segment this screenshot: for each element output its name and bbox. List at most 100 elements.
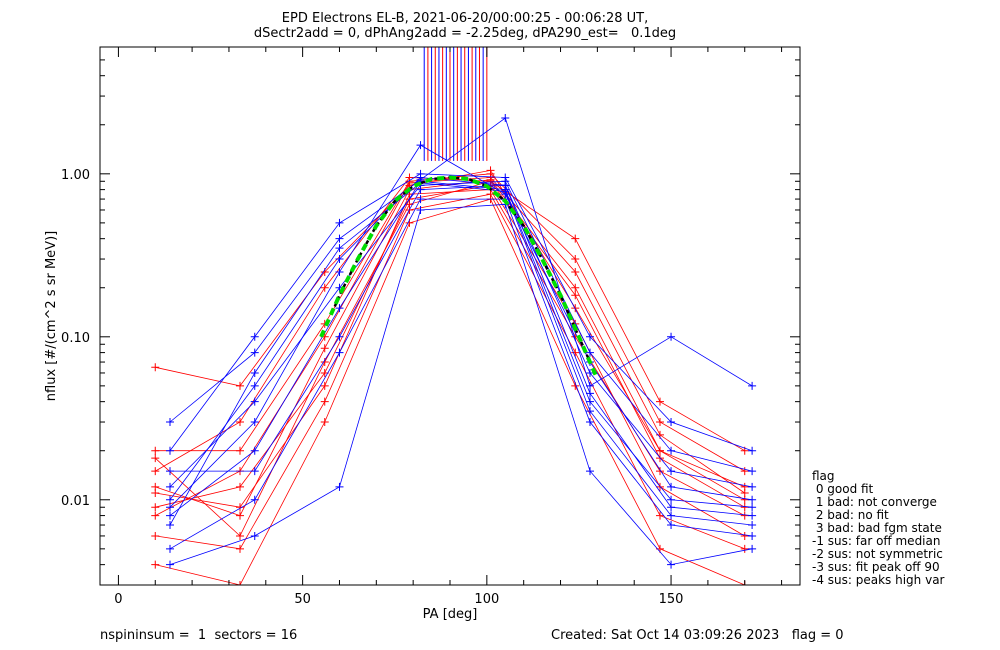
- data-point-marker: [571, 234, 580, 243]
- legend-entry: -3 sus: fit peak off 90: [812, 560, 940, 574]
- data-point-marker: [748, 544, 757, 553]
- legend-entry: 0 good fit: [812, 482, 874, 496]
- data-point-marker: [748, 495, 757, 504]
- data-point-marker: [236, 581, 244, 585]
- y-tick-label: 0.10: [61, 331, 90, 346]
- data-point-marker: [250, 332, 259, 341]
- data-point-marker: [250, 467, 259, 476]
- data-point-marker: [166, 521, 174, 530]
- series-line: [155, 180, 745, 537]
- data-point-marker: [335, 332, 344, 341]
- data-point-marker: [236, 381, 244, 390]
- x-axis-label: PA [deg]: [423, 607, 478, 622]
- data-point-marker: [416, 195, 425, 204]
- data-point-marker: [320, 418, 329, 427]
- data-point-marker: [236, 482, 244, 491]
- data-point-marker: [740, 467, 749, 476]
- series-line: [169, 203, 753, 566]
- data-point-marker: [571, 348, 580, 357]
- series-line: [170, 184, 753, 516]
- data-point-marker: [667, 503, 676, 512]
- data-point-marker: [335, 244, 344, 253]
- series-line: [169, 182, 753, 526]
- data-point-marker: [335, 234, 344, 243]
- data-point-marker: [151, 511, 160, 520]
- data-point-marker: [586, 407, 594, 416]
- data-point-marker: [571, 291, 580, 300]
- data-point-marker: [250, 397, 259, 406]
- data-point-marker: [166, 560, 174, 569]
- data-point-marker: [748, 467, 757, 476]
- data-point-marker: [501, 114, 510, 123]
- series-line: [155, 198, 745, 585]
- data-point-marker: [236, 531, 244, 540]
- legend-entry: -4 sus: peaks high var: [812, 573, 945, 587]
- legend-entry: 2 bad: no fit: [812, 508, 889, 522]
- legend-entry: flag: [812, 469, 835, 483]
- series-line: [155, 189, 745, 516]
- series-line: [169, 180, 753, 488]
- data-point-marker: [586, 348, 594, 357]
- data-point-marker: [740, 489, 749, 498]
- data-point-marker: [416, 141, 425, 150]
- chart-subtitle: dSectr2add = 0, dPhAng2add = -2.25deg, d…: [253, 26, 677, 41]
- data-point-marker: [740, 503, 749, 512]
- data-point-marker: [335, 255, 344, 264]
- data-point-marker: [416, 185, 425, 194]
- data-point-marker: [335, 482, 344, 491]
- data-layer: [151, 47, 757, 585]
- series-line: [169, 173, 753, 452]
- data-point-marker: [748, 521, 757, 530]
- data-point-marker: [320, 283, 329, 292]
- data-point-marker: [166, 503, 174, 512]
- data-point-marker: [740, 511, 749, 520]
- black-overlay-curve: [330, 176, 592, 363]
- flag-legend: flag 0 good fit 1 bad: not converge 2 ba…: [812, 470, 944, 587]
- data-point-marker: [586, 467, 594, 476]
- y-tick-label: 1.00: [61, 168, 90, 183]
- data-point-marker: [667, 495, 676, 504]
- x-tick-label: 150: [659, 592, 684, 607]
- legend-entry: -1 sus: far off median: [812, 534, 941, 548]
- data-point-marker: [236, 503, 244, 512]
- data-point-marker: [151, 503, 160, 512]
- axis-layer: 0 50 100 150 0.01 1.00 0.10: [61, 46, 800, 607]
- data-point-marker: [151, 363, 160, 372]
- x-tick-label: 100: [474, 592, 499, 607]
- data-point-marker: [748, 446, 757, 455]
- data-point-marker: [250, 495, 259, 504]
- series-line: [155, 179, 745, 517]
- series-line: [155, 193, 745, 550]
- data-point-marker: [236, 446, 244, 455]
- series-line: [169, 198, 753, 550]
- data-point-marker: [250, 381, 259, 390]
- data-point-marker: [236, 418, 244, 427]
- data-point-marker: [166, 467, 174, 476]
- legend-entry: -2 sus: not symmetric: [812, 547, 943, 561]
- data-point-marker: [501, 187, 510, 196]
- data-point-marker: [656, 511, 664, 520]
- data-point-marker: [748, 503, 757, 512]
- data-point-marker: [166, 446, 174, 455]
- series-line: [169, 177, 753, 501]
- data-point-marker: [151, 446, 160, 455]
- data-point-marker: [656, 446, 664, 455]
- data-point-marker: [748, 482, 757, 491]
- series-line: [169, 117, 753, 423]
- data-point-marker: [250, 348, 259, 357]
- data-point-marker: [151, 467, 160, 476]
- y-axis-label: nflux [#/(cm^2 s sr MeV)]: [44, 231, 59, 401]
- x-tick-label: 0: [114, 592, 122, 607]
- data-point-marker: [250, 368, 259, 377]
- data-point-marker: [667, 446, 676, 455]
- data-point-marker: [740, 544, 749, 553]
- data-point-marker: [236, 544, 244, 553]
- data-point-marker: [656, 467, 664, 476]
- data-point-marker: [586, 418, 594, 427]
- data-point-marker: [151, 560, 160, 569]
- data-point-marker: [571, 283, 580, 292]
- data-point-marker: [320, 344, 329, 353]
- data-point-marker: [320, 358, 329, 367]
- data-point-marker: [740, 495, 749, 504]
